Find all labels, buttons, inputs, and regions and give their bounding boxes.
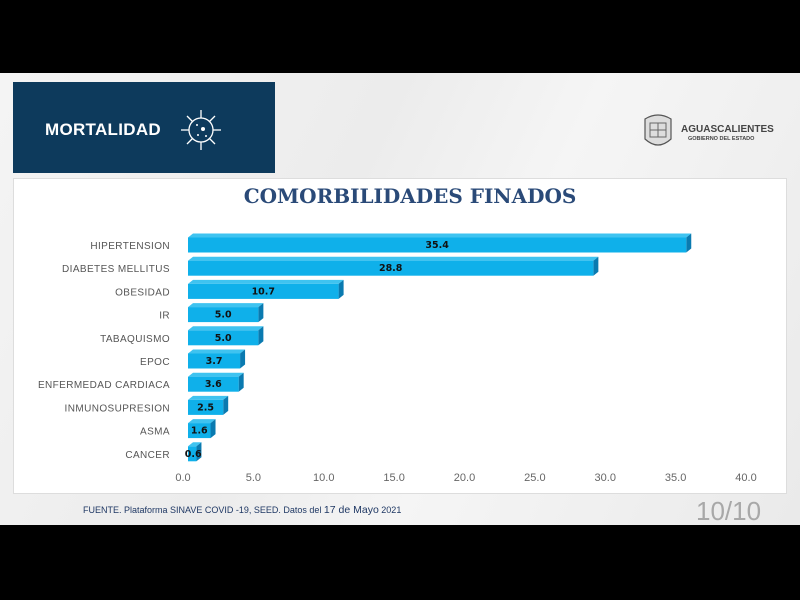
data-label: 3.6 (205, 379, 222, 390)
bar-side (238, 372, 244, 392)
data-label: 0.6 (185, 449, 202, 460)
x-tick-label: 15.0 (383, 472, 404, 484)
data-label: 10.7 (252, 286, 275, 297)
category-label: IR (159, 311, 170, 322)
category-label: ENFERMEDAD CARDIACA (38, 380, 170, 391)
section-header: MORTALIDAD (13, 82, 275, 173)
bar (188, 446, 197, 462)
bar (188, 376, 239, 392)
category-label: HIPERTENSION (90, 241, 170, 252)
bar (188, 237, 687, 253)
logo-subtitle: GOBIERNO DEL ESTADO (688, 136, 755, 142)
source-prefix: FUENTE. Plataforma SINAVE COVID -19, SEE… (83, 505, 324, 515)
chart-title: COMORBILIDADES FINADOS (243, 184, 577, 208)
x-tick-label: 20.0 (454, 472, 475, 484)
bar (188, 399, 224, 415)
bar-side (258, 303, 264, 323)
source-date: 17 de Mayo (323, 504, 379, 516)
bar-top (188, 395, 229, 400)
data-label: 28.8 (379, 263, 403, 274)
bar-top (188, 372, 244, 377)
virus-icon (181, 110, 221, 150)
data-label: 2.5 (197, 402, 214, 413)
data-label: 5.0 (215, 310, 232, 321)
bar-side (338, 279, 344, 299)
category-label: ASMA (140, 427, 170, 438)
bar-top (188, 419, 216, 424)
slide: MORTALIDAD AGUASCALIENTES GOBIERNO DEL E… (0, 73, 800, 525)
aguascalientes-seal-logo (644, 114, 672, 146)
bar (188, 353, 241, 369)
source-year: 2021 (378, 505, 402, 515)
bar-top (188, 233, 692, 238)
x-tick-label: 10.0 (313, 472, 334, 484)
data-label: 3.7 (206, 356, 223, 367)
chart-panel (13, 178, 787, 494)
category-label: DIABETES MELLITUS (62, 264, 170, 275)
bar-top (188, 303, 264, 308)
bar-side (258, 326, 264, 346)
bar-top (188, 349, 246, 354)
category-label: CANCER (125, 450, 170, 461)
bar (188, 283, 339, 299)
bar (188, 260, 594, 276)
category-label: OBESIDAD (115, 287, 170, 298)
bar-top (188, 442, 202, 447)
logo-name: AGUASCALIENTES (681, 124, 774, 135)
bar-top (188, 326, 264, 331)
bar-side (240, 349, 246, 369)
bar (188, 330, 259, 346)
category-label: INMUNOSUPRESION (65, 403, 170, 414)
x-tick-label: 0.0 (175, 472, 190, 484)
page-number: 10/10 (696, 496, 762, 526)
bar-side (686, 233, 692, 253)
x-tick-label: 35.0 (665, 472, 686, 484)
bar-side (593, 256, 599, 276)
x-tick-label: 5.0 (246, 472, 261, 484)
bar-side (223, 395, 229, 415)
x-tick-label: 40.0 (735, 472, 756, 484)
x-tick-label: 30.0 (595, 472, 616, 484)
bar (188, 307, 259, 323)
section-title: MORTALIDAD (45, 120, 161, 139)
category-label: EPOC (140, 357, 170, 368)
bar-top (188, 279, 344, 284)
data-label: 35.4 (425, 240, 449, 251)
category-label: TABAQUISMO (100, 334, 170, 345)
data-label: 5.0 (215, 333, 232, 344)
bar-side (196, 442, 202, 462)
bar-side (210, 419, 216, 439)
source-note: FUENTE. Plataforma SINAVE COVID -19, SEE… (83, 504, 401, 516)
bar (188, 423, 211, 439)
bar-top (188, 256, 599, 261)
x-tick-label: 25.0 (524, 472, 545, 484)
data-label: 1.6 (191, 426, 208, 437)
